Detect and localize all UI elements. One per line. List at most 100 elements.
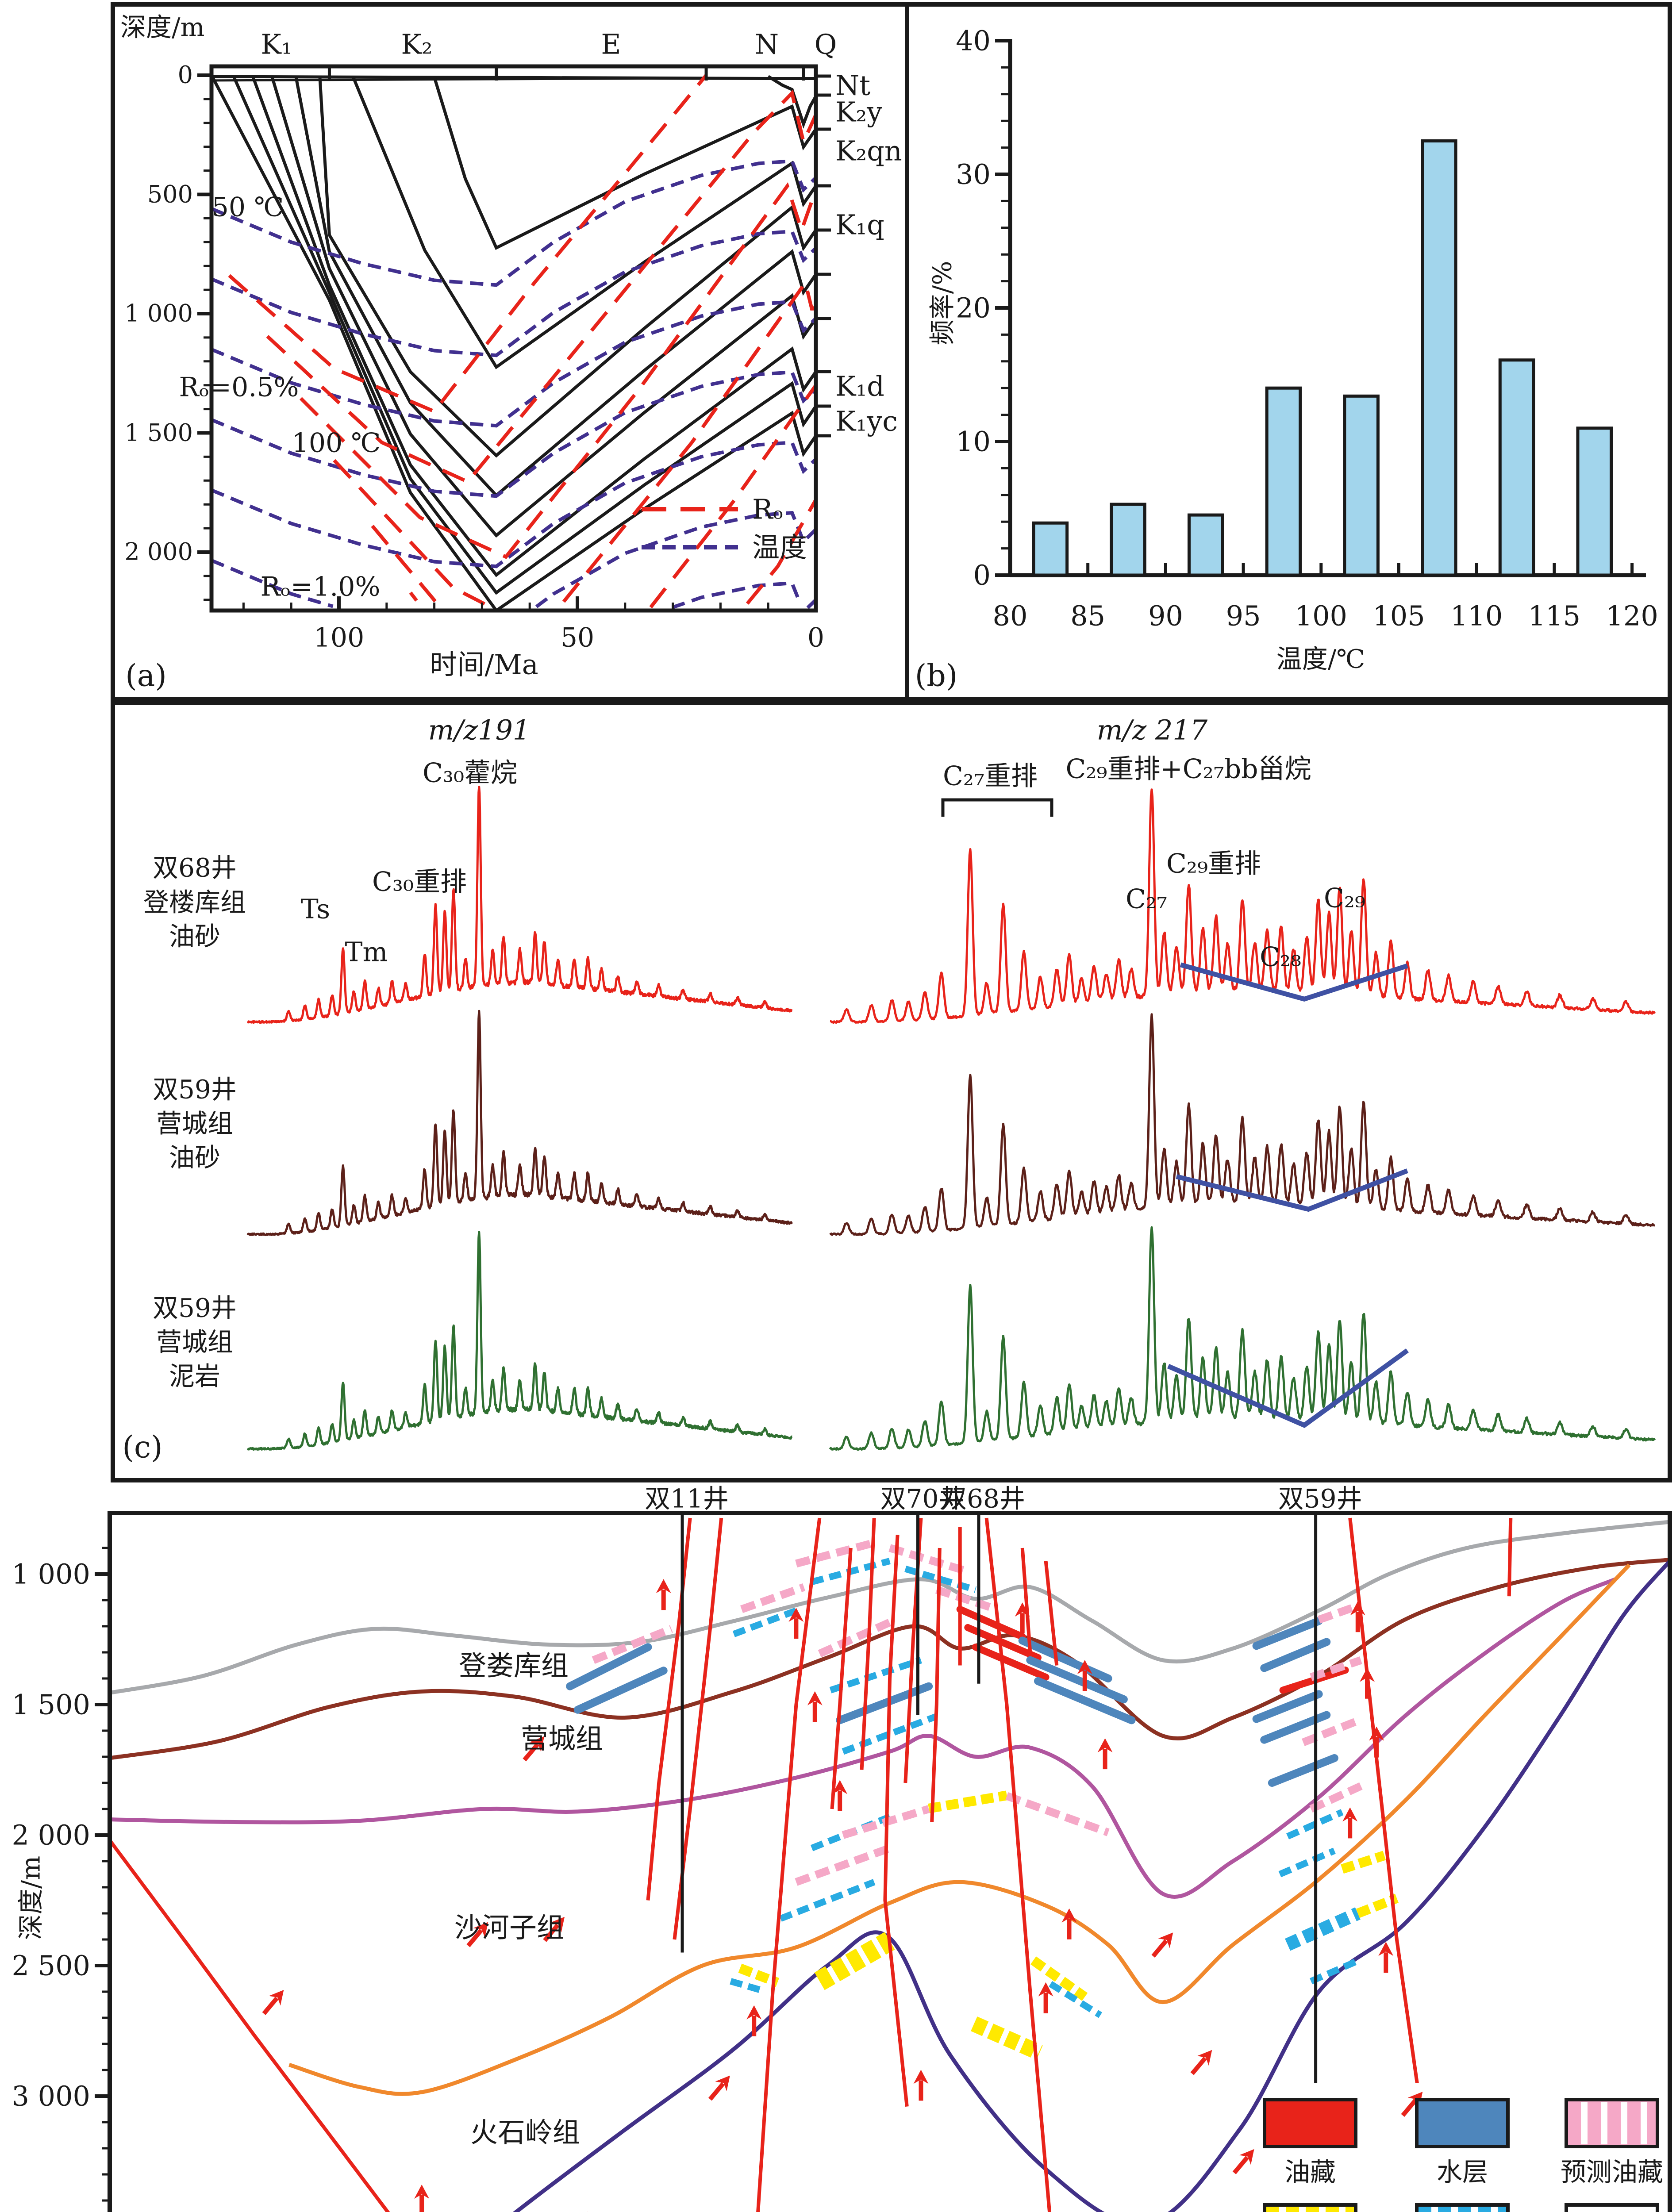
legend-stripe [1471, 2207, 1478, 2212]
burial-curve-5 [270, 77, 816, 538]
fault-14 [1044, 1561, 1059, 1666]
panel-c-frame [111, 700, 1672, 1482]
body-pwater-3 [732, 1607, 798, 1637]
migration-arrow-icon [1061, 1908, 1077, 1939]
body-poil-34 [1317, 1601, 1362, 1624]
migration-arrow-icon [414, 2185, 430, 2212]
ro-isoline-2 [299, 182, 816, 559]
body-water-32 [1252, 1617, 1323, 1650]
panel-c-chromatograms [246, 785, 1656, 1451]
d-legend-swatch-oil [1263, 2098, 1357, 2148]
legend-stripe [1339, 2207, 1346, 2212]
body-pwater-10 [829, 1657, 922, 1694]
temp-isoline-2 [211, 300, 816, 428]
arrow-shaft [466, 1928, 483, 1947]
temp-isoline-3 [211, 370, 816, 498]
sterane-trend-line-row3 [1167, 1348, 1409, 1428]
migration-arrow-icon [656, 1579, 671, 1610]
horizon-navy [512, 1560, 1668, 2212]
migration-arrow-icon [832, 1780, 848, 1811]
burial-curve-1 [433, 77, 816, 250]
body-water-38 [1260, 1711, 1331, 1744]
body-oil-17 [956, 1605, 1026, 1640]
arrow-head [1369, 1726, 1384, 1741]
ro-isoline-4 [649, 384, 816, 609]
body-poil-9 [818, 1618, 892, 1658]
migration-arrow-icon [1369, 1726, 1384, 1758]
migration-arrow-icon [1077, 1660, 1092, 1691]
burial-curve-2 [352, 76, 816, 369]
b-bar-6 [1498, 358, 1535, 577]
ro-isoline-1 [266, 89, 816, 484]
arrow-shaft [1401, 2098, 1418, 2117]
fault-4 [984, 1517, 1052, 2212]
migration-arrow-icon [543, 1916, 565, 1942]
body-water-40 [1268, 1754, 1338, 1787]
panel-d-cross-section [95, 1515, 1668, 2212]
legend-stripe [1601, 2102, 1607, 2144]
b-bar-7 [1576, 426, 1613, 577]
body-poil-36 [1310, 1656, 1362, 1681]
migration-arrow-icon [708, 2075, 730, 2101]
body-poil-39 [1302, 1717, 1360, 1746]
arrow-shaft [1151, 1939, 1168, 1958]
body-poil-16 [935, 1586, 994, 1612]
d-legend-item-poil [1565, 2098, 1659, 2148]
b-bar-2 [1187, 513, 1224, 577]
fault-11 [930, 1548, 942, 1822]
c27-bracket [941, 798, 1053, 817]
body-water-37 [1252, 1690, 1323, 1723]
arrow-shaft [1190, 2056, 1207, 2075]
temp-isoline-6 [671, 581, 800, 609]
fault-3 [756, 1517, 822, 2212]
arrow-shaft [262, 1997, 279, 2015]
body-water-20 [1018, 1636, 1112, 1682]
arrow-head [1158, 1932, 1173, 1948]
ro-isoline-4 [371, 525, 440, 607]
d-legend-item-arrow [1565, 2203, 1659, 2212]
arrow-shaft [543, 1923, 560, 1942]
body-pgas-26 [814, 1932, 895, 1990]
migration-arrow-icon [523, 1736, 545, 1762]
fault-6 [1507, 1518, 1513, 1597]
d-legend-swatch-arrow [1565, 2203, 1659, 2212]
arrow-head [913, 2070, 929, 2084]
migration-arrow-icon [1190, 2050, 1212, 2075]
chromatogram-trace-row2-col1 [246, 1010, 793, 1237]
panel-b-histogram [995, 39, 1646, 577]
body-pwater-28 [730, 1978, 763, 1994]
sterane-trend-line-row2 [1176, 1168, 1408, 1212]
panel-a-burial-history [197, 64, 831, 613]
arrow-head [807, 1691, 823, 1705]
surface-line-2 [211, 77, 721, 82]
d-legend-item-water [1415, 2098, 1510, 2148]
horizon-magenta [111, 1577, 1616, 1899]
body-pgas-29 [971, 2016, 1043, 2060]
body-pgas-30 [1030, 1956, 1088, 2001]
temp-isoline-5 [535, 511, 816, 608]
migration-arrow-icon [746, 2005, 762, 2036]
migration-arrow-icon [1342, 1807, 1358, 1839]
arrow-head [529, 1736, 545, 1752]
arrow-head [550, 1916, 565, 1933]
arrow-head [1038, 1982, 1053, 1997]
chromatogram-trace-row1-col1 [247, 785, 793, 1024]
burial-curve-6 [251, 77, 816, 577]
body-pgas-27 [738, 1963, 780, 1987]
ro-isoline-5 [409, 591, 418, 602]
ro-isoline-5 [746, 499, 816, 605]
fault-13 [1020, 1548, 1032, 1653]
body-pgas-23 [928, 1790, 1008, 1813]
fault-7 [830, 1548, 853, 1809]
body-poil-7 [888, 1544, 969, 1575]
migration-arrow-icon [913, 2070, 929, 2101]
body-water-11 [836, 1682, 933, 1724]
migration-arrow-icon [1097, 1738, 1113, 1770]
body-pwater-43 [1278, 1847, 1336, 1878]
d-legend-swatch-water [1415, 2098, 1510, 2148]
chromatogram-trace-row2-col2 [829, 1013, 1655, 1236]
body-oil-19 [972, 1644, 1050, 1681]
body-poil-25 [1005, 1792, 1110, 1836]
b-bar-3 [1265, 386, 1302, 577]
d-legend-item-oil [1263, 2098, 1357, 2148]
